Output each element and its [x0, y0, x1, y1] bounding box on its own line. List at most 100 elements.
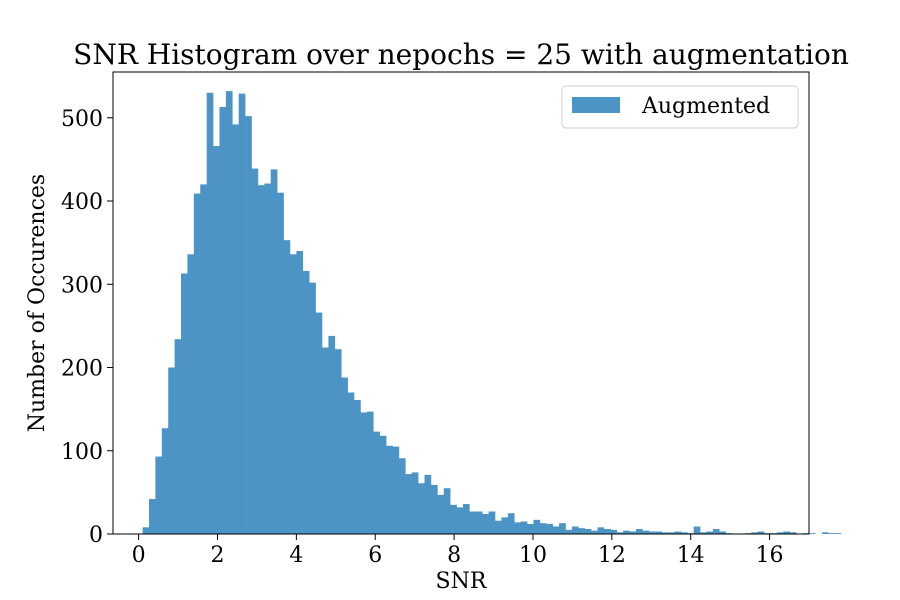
legend-swatch: [572, 97, 620, 113]
histogram-bar: [206, 92, 214, 534]
histogram-bars: [142, 91, 842, 535]
histogram-bar: [238, 93, 246, 534]
histogram-bar: [430, 484, 438, 534]
histogram-bar: [584, 529, 592, 534]
histogram-bar: [424, 474, 432, 534]
histogram-bar: [719, 531, 726, 534]
histogram-bar: [398, 458, 406, 534]
x-axis-ticks: 0 2 4 6 8 10 12 14 16: [132, 534, 784, 568]
histogram-bar: [213, 146, 220, 534]
histogram-bar: [597, 527, 605, 534]
histogram-bar: [642, 530, 650, 534]
x-tick-label: 14: [677, 543, 705, 568]
y-axis-label: Number of Occurences: [25, 174, 50, 432]
histogram-bar: [341, 377, 348, 534]
x-tick-label: 4: [289, 543, 303, 568]
histogram-bar: [757, 531, 765, 534]
legend-box: [561, 85, 799, 129]
histogram-bar: [366, 411, 374, 534]
histogram-bar: [629, 531, 637, 534]
histogram-bar: [623, 530, 630, 534]
histogram-bar: [392, 446, 400, 534]
histogram-bar: [174, 339, 182, 534]
histogram-bar: [674, 531, 682, 534]
y-tick-label: 0: [89, 523, 103, 548]
histogram-bar: [539, 523, 547, 534]
histogram-bar: [257, 185, 265, 534]
x-tick-label: 8: [447, 543, 461, 568]
histogram-bar: [591, 530, 598, 534]
histogram-bar: [783, 531, 791, 534]
histogram-bar: [245, 116, 252, 535]
histogram-bar: [655, 531, 662, 534]
histogram-bar: [155, 456, 163, 534]
histogram-bar: [161, 428, 169, 534]
plot-frame: [112, 71, 810, 535]
histogram-bar: [610, 529, 618, 534]
y-axis-ticks: 0 100 200 300 400 500: [61, 107, 113, 548]
histogram-bar: [360, 412, 368, 534]
histogram-bar: [187, 254, 195, 535]
histogram-bar: [443, 488, 451, 534]
histogram-bar: [495, 520, 502, 534]
histogram-bar: [289, 254, 297, 535]
histogram-bar: [405, 474, 413, 534]
y-tick-label: 200: [61, 357, 103, 382]
histogram-bar: [565, 529, 573, 534]
histogram-bar: [148, 499, 156, 534]
x-tick-label: 10: [519, 543, 547, 568]
histogram-bar: [418, 483, 425, 534]
histogram-bar: [354, 399, 361, 534]
histogram-bar: [700, 532, 707, 534]
histogram-bar: [181, 273, 188, 534]
histogram-bar: [559, 523, 566, 534]
histogram-bar: [450, 504, 457, 534]
y-tick-label: 400: [61, 190, 103, 215]
histogram-bar: [520, 521, 528, 534]
histogram-bar: [411, 472, 419, 534]
histogram-bar: [251, 168, 259, 534]
histogram-bar: [386, 445, 393, 534]
histogram-bar: [379, 435, 387, 534]
x-tick-label: 12: [598, 543, 626, 568]
histogram-bar: [334, 349, 342, 534]
histogram-bar: [533, 519, 541, 534]
y-tick-label: 500: [61, 107, 103, 132]
x-axis-label: SNR: [436, 569, 488, 594]
histogram-bar: [706, 531, 714, 534]
histogram-bar: [501, 517, 509, 534]
histogram-bar: [635, 529, 643, 534]
histogram-bar: [578, 528, 586, 534]
y-tick-label: 300: [61, 273, 103, 298]
y-tick-label: 100: [61, 440, 103, 465]
histogram-bar: [475, 511, 483, 534]
x-tick-label: 6: [368, 543, 382, 568]
histogram-bar: [347, 392, 355, 534]
histogram-bar: [834, 533, 842, 534]
histogram-bar: [527, 524, 534, 534]
chart-title: SNR Histogram over nepochs = 25 with aug…: [73, 38, 849, 71]
histogram-bar: [776, 532, 784, 534]
histogram-bar: [809, 533, 816, 534]
histogram-bar: [603, 529, 611, 534]
histogram-bar: [616, 532, 624, 534]
histogram-bar: [193, 193, 201, 535]
histogram-bar: [488, 511, 496, 534]
histogram-bar: [712, 529, 720, 534]
legend: Augmented: [561, 85, 799, 129]
histogram-bar: [828, 533, 835, 534]
histogram-bar: [469, 511, 477, 534]
histogram-bar: [507, 513, 515, 534]
legend-entry-augmented: Augmented: [641, 94, 770, 119]
histogram-bar: [302, 270, 310, 534]
x-tick-label: 16: [756, 543, 784, 568]
histogram-bar: [693, 526, 701, 534]
histogram-bar: [668, 532, 675, 534]
histogram-bar: [309, 282, 316, 534]
histogram-bar: [482, 514, 489, 534]
histogram-bar: [680, 532, 688, 534]
histogram-bar: [277, 192, 284, 534]
histogram-bar: [648, 531, 656, 534]
histogram-bar: [168, 367, 175, 534]
